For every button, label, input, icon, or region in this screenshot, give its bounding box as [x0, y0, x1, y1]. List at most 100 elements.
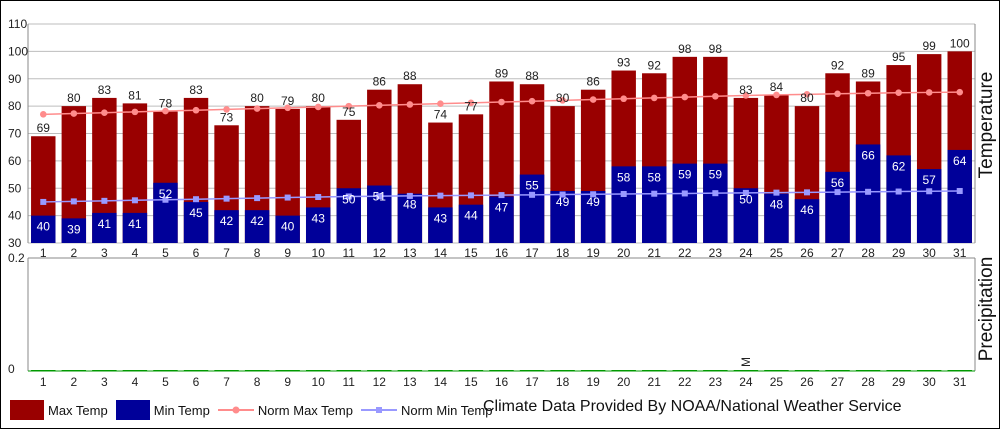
max-temp-label: 80: [800, 91, 814, 105]
legend-item-norm-max-temp: Norm Max Temp: [217, 400, 353, 420]
precip-x-tick: 6: [193, 375, 200, 389]
norm-min-temp-point: [376, 193, 383, 200]
norm-min-temp-point: [956, 187, 963, 194]
min-temp-bar: [886, 155, 911, 243]
min-temp-label: 55: [525, 179, 539, 193]
temp-y-tick: 90: [8, 72, 22, 86]
min-temp-label: 64: [953, 154, 967, 168]
temp-x-tick: 7: [223, 246, 230, 260]
precip-x-tick: 8: [254, 375, 261, 389]
precip-x-tick: 30: [922, 375, 936, 389]
norm-max-temp-point: [70, 110, 78, 117]
temp-x-tick: 31: [953, 246, 967, 260]
min-temp-bar: [916, 169, 942, 243]
precip-x-tick: 3: [101, 375, 108, 389]
norm-min-temp-point: [712, 190, 719, 197]
temp-x-tick: 15: [464, 246, 478, 260]
norm-min-temp-point: [529, 191, 536, 198]
precip-x-tick: 22: [678, 375, 692, 389]
precipitation-axis-title: Precipitation: [976, 257, 997, 362]
min-temp-label: 49: [586, 195, 600, 209]
min-temp-label: 59: [678, 168, 692, 182]
legend-item-norm-min-temp: Norm Min Temp: [360, 400, 493, 420]
norm-max-temp-point: [864, 89, 872, 97]
norm-max-temp-point: [956, 88, 964, 96]
min-temp-label: 42: [220, 214, 234, 228]
min-temp-label: 39: [67, 222, 81, 236]
min-temp-label: 40: [37, 220, 51, 234]
min-temp-label: 52: [159, 187, 173, 201]
temp-x-tick: 27: [831, 246, 845, 260]
norm-max-temp-point: [345, 102, 353, 110]
norm-max-temp-point: [589, 96, 597, 103]
min-temp-bar: [31, 215, 56, 243]
temp-x-tick: 11: [343, 246, 356, 260]
temp-x-tick: 21: [648, 246, 662, 260]
precip-x-tick: 18: [556, 375, 570, 389]
temperature-axis-title: Temperature: [976, 72, 997, 179]
temp-x-tick: 19: [586, 246, 600, 260]
min-temp-bar: [153, 182, 178, 243]
min-temp-bar: [305, 207, 331, 243]
norm-max-temp-point: [39, 111, 47, 118]
norm-max-temp-point: [895, 89, 902, 97]
max-temp-label: 79: [281, 94, 295, 108]
max-temp-label: 77: [464, 99, 478, 113]
legend-label-norm-max-temp: Norm Max Temp: [257, 402, 353, 418]
precip-x-tick: 25: [770, 375, 784, 389]
min-temp-label: 62: [892, 159, 906, 173]
norm-max-temp-point: [620, 95, 627, 103]
min-temp-label: 40: [281, 220, 295, 234]
precip-x-tick: 2: [70, 375, 77, 389]
max-temp-label: 95: [892, 50, 906, 64]
norm-min-temp-point: [345, 193, 352, 200]
max-temp-label: 75: [342, 105, 356, 119]
min-temp-bar: [122, 212, 148, 243]
min-temp-bar: [61, 218, 87, 243]
min-temp-label: 57: [922, 173, 936, 187]
min-temp-label: 48: [770, 198, 784, 212]
norm-min-temp-point: [559, 191, 566, 198]
precip-x-tick: 1: [40, 375, 47, 389]
norm-max-temp-point: [284, 104, 291, 112]
min-temp-label: 50: [739, 192, 753, 206]
max-temp-label: 78: [159, 97, 173, 111]
min-temp-bar: [580, 190, 606, 243]
temp-y-tick: 40: [8, 209, 22, 223]
min-temp-label: 50: [342, 192, 356, 206]
norm-min-temp-point: [406, 192, 413, 199]
min-temp-label: 48: [403, 198, 417, 212]
temp-x-tick: 12: [373, 246, 387, 260]
precip-x-tick: 9: [284, 375, 291, 389]
temp-y-tick: 100: [8, 44, 28, 58]
min-temp-bar: [611, 166, 636, 243]
temp-x-tick: 13: [403, 246, 417, 260]
norm-min-temp-point: [895, 188, 902, 195]
norm-min-temp-point: [70, 198, 77, 205]
max-temp-label: 88: [525, 69, 539, 83]
norm-min-temp-point: [437, 192, 444, 199]
temp-x-tick: 20: [617, 246, 631, 260]
temp-x-tick: 16: [495, 246, 509, 260]
legend: Max Temp Min Temp Norm Max Temp Norm Min…: [10, 398, 501, 422]
max-temp-label: 81: [128, 88, 142, 102]
min-temp-bar: [947, 149, 972, 243]
legend-label-norm-min-temp: Norm Min Temp: [400, 402, 493, 418]
norm-max-temp-point: [650, 94, 658, 102]
min-temp-label: 49: [556, 195, 570, 209]
precip-x-tick: 31: [953, 375, 967, 389]
legend-swatch-min-temp: [115, 400, 150, 420]
max-temp-label: 99: [922, 39, 936, 53]
max-temp-label: 88: [403, 69, 417, 83]
precip-x-tick: 4: [132, 375, 139, 389]
norm-min-temp-point: [498, 192, 505, 199]
temp-x-tick: 2: [70, 246, 77, 260]
norm-min-temp-point: [620, 190, 627, 197]
min-temp-label: 66: [861, 148, 875, 162]
temp-x-tick: 18: [556, 246, 570, 260]
max-temp-label: 80: [312, 91, 326, 105]
norm-min-temp-point: [223, 195, 230, 202]
temp-y-tick: 50: [8, 181, 22, 195]
temp-x-tick: 24: [739, 246, 753, 260]
